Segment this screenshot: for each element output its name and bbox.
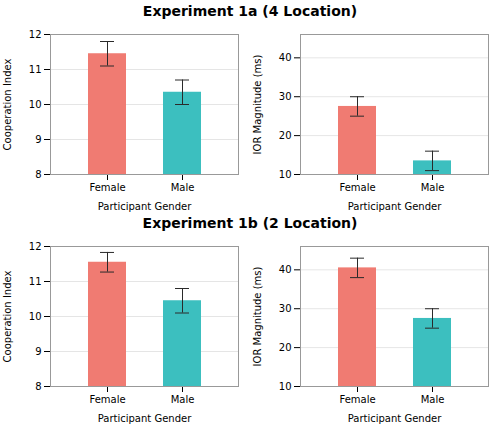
svg-text:20: 20 [279, 342, 292, 353]
svg-text:30: 30 [279, 91, 292, 102]
svg-text:10: 10 [279, 169, 292, 180]
svg-text:11: 11 [29, 64, 42, 75]
svg-text:9: 9 [35, 134, 41, 145]
svg-text:IOR Magnitude (ms): IOR Magnitude (ms) [252, 54, 263, 154]
svg-text:11: 11 [29, 276, 42, 287]
svg-text:Female: Female [339, 394, 375, 405]
svg-text:Female: Female [89, 182, 125, 193]
svg-text:10: 10 [29, 311, 42, 322]
svg-text:40: 40 [279, 52, 292, 63]
svg-text:Female: Female [89, 394, 125, 405]
svg-text:10: 10 [29, 99, 42, 110]
svg-text:30: 30 [279, 303, 292, 314]
svg-text:IOR Magnitude (ms): IOR Magnitude (ms) [252, 266, 263, 366]
html-text:Experiment 1a (4 Location): Experiment 1a (4 Location) [142, 3, 358, 19]
svg-text:12: 12 [29, 29, 42, 40]
html-text:Experiment 1b (2 Location): Experiment 1b (2 Location) [142, 215, 358, 231]
svg-text:Male: Male [421, 182, 445, 193]
svg-text:9: 9 [35, 346, 41, 357]
svg-text:Male: Male [171, 182, 195, 193]
svg-text:Participant Gender: Participant Gender [348, 201, 442, 212]
svg-text:8: 8 [35, 381, 41, 392]
svg-text:12: 12 [29, 241, 42, 252]
svg-text:Cooperation Index: Cooperation Index [2, 271, 13, 363]
svg-text:40: 40 [279, 264, 292, 275]
svg-text:Participant Gender: Participant Gender [98, 413, 192, 424]
svg-text:Male: Male [171, 394, 195, 405]
svg-text:Male: Male [421, 394, 445, 405]
svg-text:8: 8 [35, 169, 41, 180]
svg-text:Female: Female [339, 182, 375, 193]
svg-text:10: 10 [279, 381, 292, 392]
svg-text:Participant Gender: Participant Gender [98, 201, 192, 212]
svg-text:20: 20 [279, 130, 292, 141]
svg-text:Participant Gender: Participant Gender [348, 413, 442, 424]
svg-text:Cooperation Index: Cooperation Index [2, 59, 13, 151]
